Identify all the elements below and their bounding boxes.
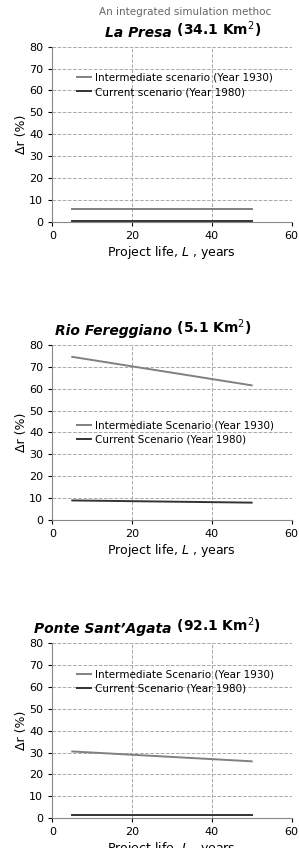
Current Scenario (Year 1980) (71, 810, 74, 820)
Intermediate Scenario (Year 1930) (250, 756, 254, 767)
Current Scenario (Year 1980) (250, 498, 254, 508)
X-axis label: Project life, $L$ , years: Project life, $L$ , years (107, 542, 237, 559)
Text: (92.1 Km$^{2}$): (92.1 Km$^{2}$) (172, 616, 261, 636)
Intermediate scenario (Year 1930) (250, 204, 254, 214)
Y-axis label: Δr (%): Δr (%) (15, 413, 28, 452)
Intermediate Scenario (Year 1930) (71, 746, 74, 756)
Text: Rio Fereggiano: Rio Fereggiano (55, 324, 172, 338)
Current Scenario (Year 1980) (71, 495, 74, 505)
Y-axis label: Δr (%): Δr (%) (15, 711, 28, 750)
Line: Intermediate Scenario (Year 1930): Intermediate Scenario (Year 1930) (72, 751, 252, 762)
Legend: Intermediate Scenario (Year 1930), Current Scenario (Year 1980): Intermediate Scenario (Year 1930), Curre… (77, 420, 274, 444)
Current Scenario (Year 1980) (250, 810, 254, 820)
Line: Intermediate Scenario (Year 1930): Intermediate Scenario (Year 1930) (72, 357, 252, 385)
X-axis label: Project life, $L$ , years: Project life, $L$ , years (107, 244, 237, 261)
Intermediate scenario (Year 1930) (71, 204, 74, 214)
Current scenario (Year 1980) (250, 216, 254, 226)
Legend: Intermediate Scenario (Year 1930), Current Scenario (Year 1980): Intermediate Scenario (Year 1930), Curre… (77, 669, 274, 694)
Y-axis label: Δr (%): Δr (%) (15, 114, 28, 154)
Current scenario (Year 1980) (71, 216, 74, 226)
Text: Ponte Sant’Agata: Ponte Sant’Agata (34, 622, 172, 636)
Text: La Presa: La Presa (105, 25, 172, 40)
Text: (34.1 Km$^{2}$): (34.1 Km$^{2}$) (172, 20, 261, 40)
Intermediate Scenario (Year 1930) (250, 380, 254, 390)
Intermediate Scenario (Year 1930) (71, 352, 74, 362)
Legend: Intermediate scenario (Year 1930), Current scenario (Year 1980): Intermediate scenario (Year 1930), Curre… (77, 73, 273, 97)
Text: An integrated simulation methoc: An integrated simulation methoc (99, 7, 271, 17)
Text: (5.1 Km$^{2}$): (5.1 Km$^{2}$) (172, 317, 251, 338)
X-axis label: Project life, $L$ , years: Project life, $L$ , years (107, 840, 237, 848)
Line: Current Scenario (Year 1980): Current Scenario (Year 1980) (72, 500, 252, 503)
